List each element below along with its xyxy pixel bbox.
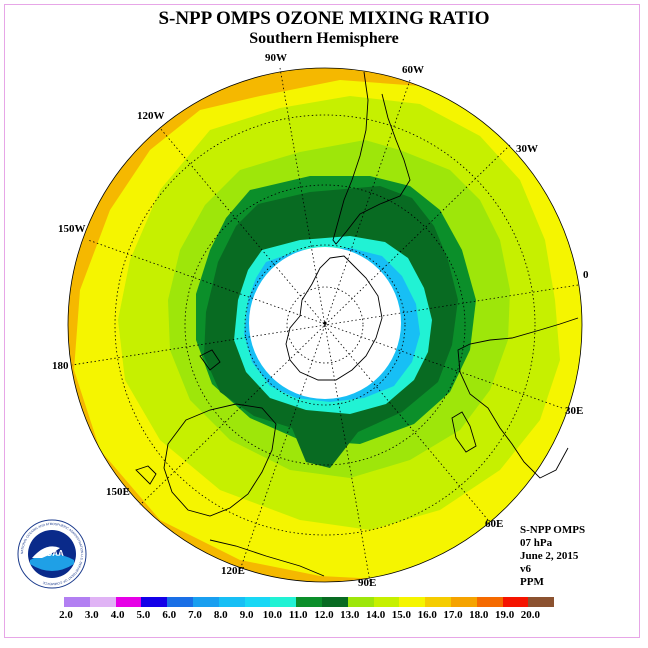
coast-indonesia (209, 539, 325, 577)
lon-label-60e: 60E (485, 518, 504, 530)
lon-label-150w: 150W (58, 223, 86, 235)
colorbar-swatch (476, 597, 503, 607)
colorbar-tick-label: 3.0 (84, 609, 99, 621)
colorbar-swatch (347, 597, 374, 607)
colorbar-tick-label: 13.0 (340, 609, 360, 621)
colorbar-tick-label: 10.0 (262, 609, 283, 621)
lon-label-30e: 30E (565, 405, 584, 417)
colorbar-swatch (218, 597, 245, 607)
colorbar-tick-label: 4.0 (110, 609, 125, 621)
meridian-0-180 (71, 284, 579, 366)
map-title: S-NPP OMPS OZONE MIXING RATIO (158, 8, 490, 29)
colorbar-swatch (141, 597, 168, 607)
colorbar-swatch (502, 597, 529, 607)
colorbar-tick-label: 12.0 (314, 609, 334, 621)
noaa-logo: NOAA NATIONAL OCEANIC AND ATMOSPHERIC AD… (17, 519, 87, 589)
noaa-logo-text: NOAA (40, 549, 64, 558)
latitude-circle-60 (244, 244, 406, 406)
colorbar-tick-label: 7.0 (188, 609, 202, 621)
colorbar (64, 597, 555, 607)
colorbar-swatch (321, 597, 348, 607)
colorbar-swatch (270, 597, 297, 607)
latitude-circle-45 (184, 184, 466, 466)
colorbar-tick-label: 2.0 (59, 609, 73, 621)
lon-label-150e: 150E (106, 486, 130, 498)
colorbar-tick-label: 5.0 (136, 609, 151, 621)
colorbar-tick-label: 17.0 (443, 609, 463, 621)
colorbar-tick-label: 20.0 (520, 609, 541, 621)
hemisphere-outline (67, 67, 583, 583)
meridian-60e-120w (159, 127, 489, 521)
colorbar-swatch (450, 597, 477, 607)
colorbar-tick-label: 16.0 (417, 609, 437, 621)
coast-madagascar (451, 411, 477, 453)
lon-label-120e: 120E (221, 565, 245, 577)
colorbar-tick-label: 9.0 (239, 609, 254, 621)
colorbar-tick-label: 18.0 (469, 609, 489, 621)
colorbar-tick-label: 6.0 (162, 609, 177, 621)
info-date: June 2, 2015 (520, 550, 579, 562)
coast-antarctica (285, 255, 383, 381)
colorbar-swatch (115, 597, 142, 607)
meridian-60w-120e (239, 79, 411, 571)
info-instrument: S-NPP OMPS (520, 524, 586, 536)
colorbar-tick-label: 19.0 (494, 609, 515, 621)
coast-south-america (332, 71, 411, 245)
lon-label-0: 0 (583, 269, 589, 281)
figure-frame (4, 4, 640, 638)
coast-new-guinea (135, 465, 157, 485)
info-version: v6 (520, 563, 531, 575)
lon-label-90e: 90E (358, 577, 377, 589)
colorbar-swatch (167, 597, 193, 607)
coast-africa (457, 317, 579, 479)
lon-label-30w: 30W (516, 143, 538, 155)
colorbar-swatch (192, 597, 219, 607)
coast-australia (163, 403, 277, 517)
colorbar-swatch (89, 597, 116, 607)
lon-label-90w: 90W (265, 52, 287, 64)
latitude-circle-30 (114, 114, 536, 536)
south-pole-dot (323, 321, 327, 325)
lon-label-60w: 60W (402, 64, 424, 76)
colorbar-swatch (373, 597, 400, 607)
coast-new-zealand (199, 349, 221, 371)
colorbar-tick-label: 15.0 (391, 609, 412, 621)
colorbar-swatch (244, 597, 271, 607)
colorbar-tick-label: 8.0 (213, 609, 228, 621)
colorbar-swatch (425, 597, 451, 607)
colorbar-tick-label: 11.0 (288, 609, 308, 621)
lon-label-180: 180 (52, 360, 69, 372)
info-block: S-NPP OMPS 07 hPa June 2, 2015 v6 PPM (520, 524, 585, 589)
colorbar-swatch (528, 597, 555, 607)
info-level: 07 hPa (520, 537, 553, 549)
coastlines (135, 71, 579, 577)
colorbar-tick-labels: 2.0 3.0 4.0 5.0 6.0 7.0 8.0 9.0 10.0 11.0 12.0 13.0… (53, 609, 593, 623)
info-units: PPM (520, 576, 544, 588)
latitude-circle-75 (286, 286, 364, 364)
colorbar-swatch (399, 597, 426, 607)
lon-label-120w: 120W (137, 110, 165, 122)
colorbar-swatch (64, 597, 90, 607)
colorbar-tick-label: 14.0 (365, 609, 386, 621)
map-subtitle: Southern Hemisphere (249, 30, 399, 47)
colorbar-swatch (296, 597, 322, 607)
graticule (71, 67, 579, 583)
